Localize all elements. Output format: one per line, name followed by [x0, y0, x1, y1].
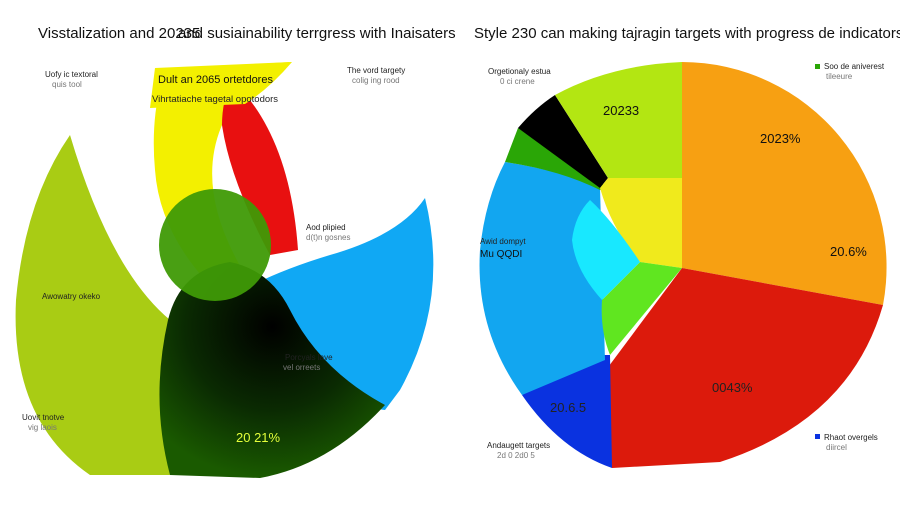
slice-label-orange-lower: 20.6%	[830, 244, 867, 259]
center-green-area	[601, 262, 682, 355]
banner-line1: Dult an 2065 ortetdores	[158, 74, 273, 86]
callout-label: Andaugett targets	[487, 441, 550, 450]
pie-slice-dark-green	[505, 128, 605, 190]
callout-sublabel: vig laois	[28, 423, 57, 432]
callout-label: Uovit tnotve	[22, 413, 65, 422]
legend-sublabel: tileeure	[826, 72, 853, 81]
slice-label-lime: 20233	[603, 103, 639, 118]
callout-label: Orgetionaly estua	[488, 67, 551, 76]
red-arc-segment	[222, 80, 298, 255]
callout-sublabel: 2d 0 2d0 5	[497, 451, 535, 460]
banner-swoosh	[150, 62, 292, 108]
legend-swatch	[815, 434, 820, 439]
slice-label-blue: 20.6.5	[550, 400, 586, 415]
right-chart: Style 230 can making tajragin targets wi…	[474, 25, 900, 468]
left-chart: Visstalization and 20235 and susiainabil…	[15, 25, 456, 478]
callout-sublabel: Mu QQDI	[480, 249, 522, 260]
pie-slice-orange	[682, 62, 887, 305]
banner-line2: Vihrtatiache tagetal opotodors	[152, 94, 278, 105]
callout-sublabel: vel orreets	[283, 363, 320, 372]
pie-slice-red	[596, 268, 883, 468]
dark-green-core-segment	[159, 262, 385, 478]
center-green-disc	[159, 189, 271, 301]
lime-arc-segment	[15, 135, 200, 475]
callout-label: Awid dompyt	[480, 237, 526, 246]
callout-label: Aod plipied	[306, 223, 346, 232]
callout-sublabel: d(t)n gosnes	[306, 233, 350, 242]
legend-item: Soo de aniverest tileeure	[815, 62, 885, 81]
center-cyan-area	[572, 200, 640, 300]
right-chart-title: Style 230 can making tajragin targets wi…	[474, 25, 900, 42]
callout-sublabel: quis tool	[52, 80, 82, 89]
pie-slice-black	[518, 95, 608, 188]
callout-sublabel: 0 ci crene	[500, 77, 535, 86]
blue-arc-segment	[180, 198, 434, 410]
legend-sublabel: diircel	[826, 443, 847, 452]
slice-label-orange: 2023%	[760, 131, 801, 146]
callout-sublabel: colig ing rood	[352, 76, 400, 85]
legend-swatch	[815, 64, 820, 69]
callout-label: The vord targety	[347, 66, 405, 75]
legend-label: Rhaot overgels	[824, 433, 878, 442]
left-chart-title-continued: and susiainability terrgress with Inaisa…	[178, 25, 456, 42]
legend-label: Soo de aniverest	[824, 62, 885, 71]
callout-label: Porcyals lave	[285, 353, 333, 362]
slice-label-red: 0043%	[712, 380, 753, 395]
pie-slice-sky-blue	[479, 162, 605, 395]
center-yellow-area	[600, 178, 682, 268]
callout-label: Uofy ic textoral	[45, 70, 98, 79]
left-chart-title: Visstalization and 20235	[38, 25, 200, 42]
pie-slice-lime	[555, 62, 682, 178]
callout-label: Awowatry okeko	[42, 292, 101, 301]
legend-item: Rhaot overgels diircel	[815, 433, 878, 452]
left-value-label: 20 21%	[236, 430, 281, 445]
